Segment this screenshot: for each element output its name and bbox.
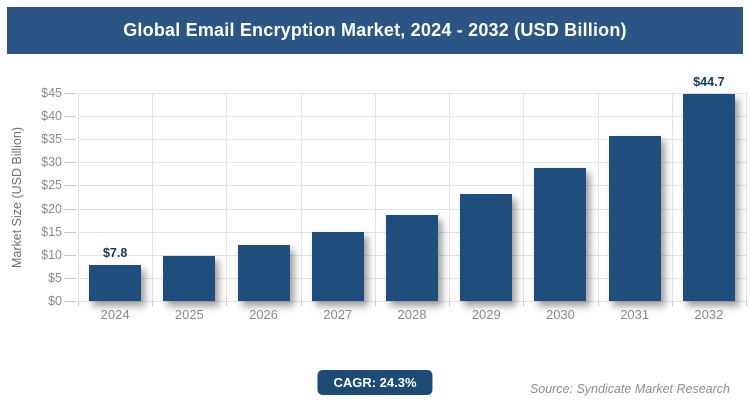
gridline-vertical [449,93,451,301]
x-tick-label-2025: 2025 [174,307,204,322]
y-tick-label: $15 [41,224,62,239]
x-tick-mark [226,301,228,306]
y-tick-label: $20 [41,201,62,216]
x-tick-mark [597,301,599,306]
y-tick-mark [64,93,76,94]
gridline-vertical [300,93,302,301]
y-tick-mark [64,208,76,210]
gridline-vertical [597,93,599,301]
bar-value-label-2032: $44.7 [693,75,725,90]
y-tick-label: $10 [41,247,62,262]
gridline-vertical [746,93,747,301]
y-tick-mark [64,116,76,118]
gridline-horizontal [78,139,746,141]
gridline-vertical [78,93,79,301]
y-tick-mark [64,277,76,279]
bar-2026 [237,245,290,301]
x-tick-label-2027: 2027 [323,307,353,322]
gridline-vertical [374,93,376,301]
x-tick-label-2028: 2028 [397,307,427,322]
x-tick-label-2029: 2029 [471,307,501,322]
chart-title: Global Email Encryption Market, 2024 - 2… [123,20,627,40]
bar-2031 [608,135,661,301]
y-tick-label: $0 [48,294,62,308]
source-attribution: Source: Syndicate Market Research [529,382,730,396]
bar-2030 [534,167,587,301]
gridline-vertical [226,93,228,301]
x-tick-mark [523,301,525,306]
bar-2032 [682,94,735,301]
y-tick-label: $30 [41,155,62,170]
gridline-horizontal [78,93,746,94]
bar-2025 [163,256,216,301]
cagr-badge: CAGR: 24.3% [317,370,433,395]
y-tick-mark [64,162,76,164]
y-tick-mark [64,254,76,256]
y-tick-label: $40 [41,109,62,124]
x-tick-label-2024: 2024 [100,307,130,322]
bar-2028 [386,215,438,301]
gridline-horizontal [78,116,746,118]
x-tick-label-2031: 2031 [620,307,650,322]
gridline-horizontal [78,162,746,164]
gridline-vertical [152,93,154,301]
x-tick-mark [152,301,154,306]
y-tick-mark [64,185,76,187]
x-tick-mark [746,301,747,306]
y-tick-label: $45 [41,86,62,100]
x-tick-mark [671,301,673,306]
x-tick-mark [300,301,302,306]
x-tick-label-2032: 2032 [694,307,724,322]
y-tick-mark [64,231,76,233]
x-tick-label-2030: 2030 [545,307,575,322]
bar-2024 [89,264,142,301]
chart-title-bar: Global Email Encryption Market, 2024 - 2… [7,7,743,54]
y-tick-label: $25 [41,178,62,193]
x-tick-mark [78,301,79,306]
y-tick-mark [64,301,76,302]
bar-2029 [460,193,513,301]
gridline-horizontal [78,301,746,302]
y-tick-mark [64,139,76,141]
x-tick-mark [374,301,376,306]
gridline-horizontal [78,185,746,187]
y-tick-label: $5 [48,270,62,285]
bar-2027 [311,231,364,301]
x-tick-mark [449,301,451,306]
y-axis-title: Market Size (USD Billion) [10,126,24,268]
gridline-vertical [671,93,673,301]
gridline-horizontal [78,208,746,210]
y-tick-label: $35 [41,132,62,147]
plot-area: $0 $5 $10 $15 $20 $25 $30 $35 $40 $45 $7.8 2024 2025… [41,75,747,322]
x-tick-label-2026: 2026 [249,307,278,322]
bar-value-label-2024: $7.8 [102,245,128,260]
gridline-vertical [523,93,525,301]
